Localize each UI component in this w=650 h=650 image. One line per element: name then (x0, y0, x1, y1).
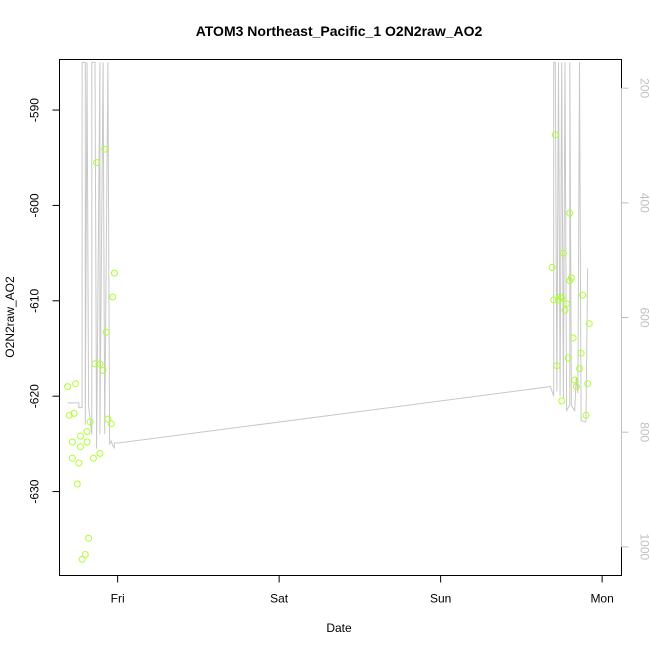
y-axis-label: O2N2raw_AO2 (3, 276, 17, 358)
right-tick-label: 800 (638, 422, 650, 442)
x-axis-label: Date (326, 621, 352, 635)
x-tick-label: Sat (270, 592, 289, 606)
plot-frame (59, 59, 622, 576)
data-point (548, 263, 556, 271)
grey-series-line (67, 61, 589, 450)
data-point (563, 300, 571, 308)
data-point (86, 418, 94, 426)
data-point (96, 449, 104, 457)
data-point (550, 296, 558, 304)
data-point (73, 480, 81, 488)
data-point (110, 269, 118, 277)
right-tick-label: 600 (638, 307, 650, 327)
data-point (558, 294, 566, 302)
data-point (561, 306, 569, 314)
data-point (585, 320, 593, 328)
data-point (566, 209, 574, 217)
series-line (67, 61, 589, 450)
data-point (558, 397, 566, 405)
data-point (559, 249, 567, 257)
data-point (89, 454, 97, 462)
x-tick-label: Fri (111, 592, 125, 606)
y-axis-right: 200 400 600 800 1000 (621, 78, 650, 561)
y-tick-label: -610 (28, 288, 42, 312)
data-point (572, 383, 580, 391)
data-point (109, 293, 117, 301)
x-axis: Fri Sat Sun Mon (111, 575, 614, 606)
data-point (564, 354, 572, 362)
data-point (104, 415, 112, 423)
scatter-points (64, 131, 593, 563)
data-point (85, 534, 93, 542)
right-tick-label: 1000 (638, 533, 650, 560)
data-point (68, 438, 76, 446)
data-point (99, 366, 107, 374)
data-point (584, 380, 592, 388)
x-tick-label: Sun (430, 592, 451, 606)
data-point (78, 555, 86, 563)
y-tick-label: -590 (28, 98, 42, 122)
data-point (83, 428, 91, 435)
data-point (77, 432, 84, 440)
data-point (102, 328, 110, 336)
data-point (68, 454, 76, 462)
data-point (65, 411, 73, 419)
x-tick-label: Mon (590, 592, 613, 606)
data-point (569, 334, 577, 342)
data-point (93, 159, 101, 166)
y-tick-label: -620 (28, 384, 42, 408)
data-point (64, 383, 72, 391)
data-point (567, 274, 575, 282)
data-point (576, 365, 583, 372)
data-point (91, 360, 99, 368)
right-tick-label: 400 (638, 193, 650, 213)
data-point (81, 551, 89, 558)
data-point (77, 443, 84, 451)
data-point (101, 145, 109, 153)
chart-title: ATOM3 Northeast_Pacific_1 O2N2raw_AO2 (196, 23, 483, 39)
data-point (551, 131, 559, 139)
data-point (553, 362, 561, 370)
right-tick-label: 200 (638, 78, 650, 98)
y-tick-label: -600 (28, 193, 42, 217)
data-point (70, 409, 78, 417)
data-point (571, 376, 579, 384)
y-tick-label: -630 (28, 479, 42, 503)
data-point (579, 291, 587, 299)
y-axis-left: -630 -620 -610 -600 -590 (28, 98, 60, 504)
data-point (582, 411, 590, 419)
data-point (96, 360, 104, 368)
data-point (72, 380, 80, 388)
data-point (75, 459, 83, 467)
data-point (577, 349, 585, 357)
data-point (107, 420, 115, 428)
data-point (83, 438, 91, 446)
